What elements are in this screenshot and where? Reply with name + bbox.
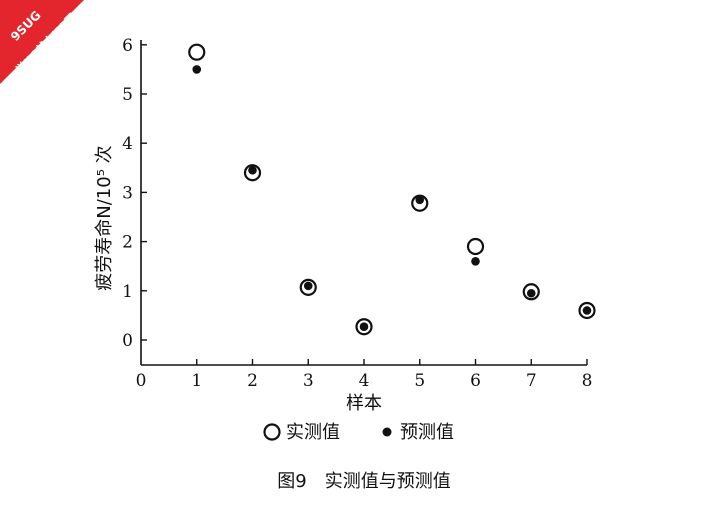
measured-point: [578, 301, 596, 320]
y-axis-title: 疲劳寿命N/10⁵ 次: [94, 145, 115, 290]
legend-label-predicted: 预测值: [400, 422, 454, 443]
y-tick-label: 0: [122, 331, 133, 351]
measured-point: [243, 164, 262, 182]
legend-open-circle-marker: [263, 423, 281, 441]
measured-point: [299, 278, 317, 296]
watermark-corner-ribbon: 9SUG 学UG就上UG网: [0, 0, 84, 84]
predicted-point: [192, 65, 202, 74]
predicted-point: [582, 306, 592, 315]
predicted-point: [526, 288, 536, 298]
y-tick-label: 1: [122, 282, 133, 302]
figure-caption: 图9 实测值与预测值: [277, 471, 450, 492]
predicted-point: [471, 256, 480, 266]
chart-axes: [140, 40, 587, 366]
measured-point: [466, 237, 485, 256]
legend-filled-dot-marker: [382, 427, 392, 437]
y-tick-label: 4: [122, 134, 133, 154]
data-points: [188, 43, 596, 336]
x-tick-label: 4: [359, 371, 370, 391]
predicted-point: [359, 322, 369, 332]
x-axis-ticks: 0 1 2 3 4 5 6 7 8: [136, 359, 593, 391]
x-tick-label: 3: [303, 371, 314, 391]
chart-legend: 实测值 预测值: [263, 422, 454, 443]
y-tick-label: 2: [122, 233, 133, 253]
measured-point: [522, 283, 540, 301]
x-tick-label: 5: [414, 371, 425, 391]
legend-label-measured: 实测值: [286, 422, 340, 443]
predicted-point: [303, 281, 313, 291]
measured-point: [355, 318, 373, 336]
x-tick-label: 2: [247, 371, 258, 391]
watermark-triangle: [0, 0, 84, 84]
x-tick-label: 6: [470, 371, 481, 391]
y-axis-ticks: 0 1 2 3 4 5 6: [122, 36, 147, 351]
x-tick-label: 8: [582, 371, 593, 391]
predicted-point: [248, 165, 257, 175]
y-tick-label: 5: [122, 85, 133, 105]
x-tick-label: 1: [191, 371, 202, 391]
y-tick-label: 6: [122, 36, 133, 56]
y-tick-label: 3: [122, 183, 133, 203]
measured-point: [188, 43, 206, 61]
x-tick-label: 7: [526, 371, 537, 391]
x-axis-title: 样本: [346, 393, 382, 414]
predicted-point: [415, 195, 425, 205]
x-tick-label: 0: [136, 371, 147, 391]
